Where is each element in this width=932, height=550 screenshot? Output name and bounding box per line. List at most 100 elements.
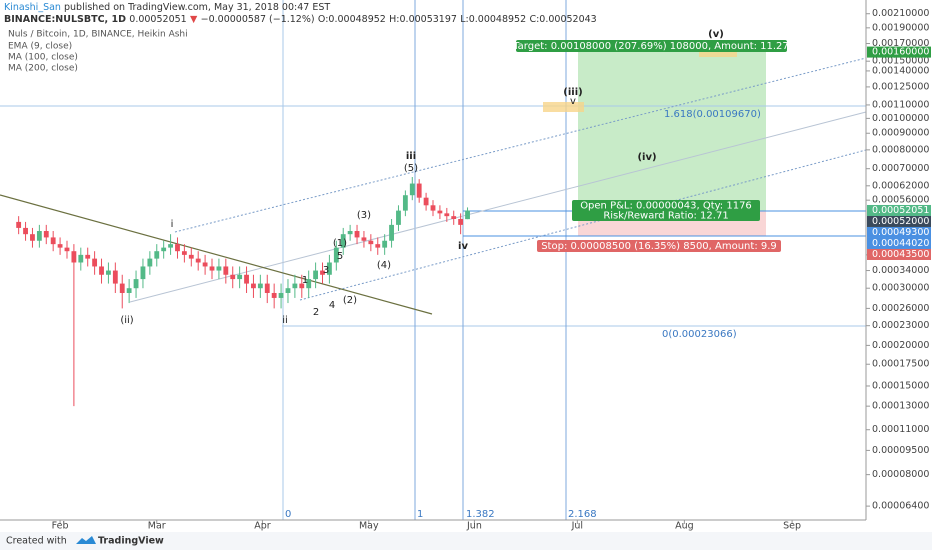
candle-body: [465, 210, 470, 220]
candle-body: [154, 251, 160, 259]
candle-body: [92, 258, 98, 267]
candle-body: [85, 254, 91, 259]
wave-label: (iii): [563, 87, 582, 98]
candle-body: [161, 247, 167, 252]
candle-body: [430, 205, 436, 211]
candle-body: [313, 270, 319, 280]
candle-body: [375, 244, 381, 248]
author[interactable]: Kinashi_San: [4, 2, 61, 13]
candle-body: [209, 266, 215, 271]
candle-body: [340, 234, 346, 248]
wave-label: iii: [406, 151, 416, 162]
price-label-box: [867, 46, 931, 58]
ohlc: L:0.00048952: [460, 14, 526, 25]
time-fib-label: 1.382: [466, 509, 495, 520]
price-label-box: [867, 226, 931, 238]
candle-body: [416, 183, 422, 198]
candle-body: [326, 262, 332, 275]
price-label-box: [867, 215, 931, 227]
footer-text: Created with: [6, 536, 67, 547]
y-tick-label: 0.00210000: [872, 8, 929, 19]
wave-label: (2): [343, 295, 357, 306]
channel-line: [299, 149, 867, 301]
candle-body: [444, 213, 450, 217]
symbol: BINANCE:NULSBTC, 1D: [4, 14, 126, 25]
candle-body: [112, 270, 118, 284]
candle-body: [354, 231, 360, 238]
wave-label: (5): [404, 163, 418, 174]
wave-label: (ii): [120, 315, 133, 326]
plot: [16, 176, 470, 407]
ohlc: O:0.00048952: [318, 14, 386, 25]
candle-body: [320, 270, 325, 275]
wave-label: 2: [313, 307, 319, 318]
price-label: 0.00052000: [872, 216, 929, 227]
candle-body: [133, 279, 139, 289]
svg-text:Kinashi_San published on Tradi: Kinashi_San published on TradingView.com…: [4, 2, 330, 13]
svg-text:BINANCE:NULSBTC, 1D 0.00052051: BINANCE:NULSBTC, 1D 0.00052051 ▼ −0.0000…: [4, 14, 597, 25]
y-tick-label: 0.00070000: [872, 163, 929, 174]
wave-label: 5: [337, 251, 343, 262]
y-tick-label: 0.00170000: [872, 38, 929, 49]
stop-label-box: [537, 240, 781, 252]
footer: Created with TradingView: [0, 532, 932, 550]
pnl-label-box: [572, 200, 760, 221]
wave-label: v: [570, 96, 576, 107]
candle-body: [36, 231, 42, 241]
y-tick-label: 0.00110000: [872, 99, 929, 110]
candle-body: [181, 251, 187, 255]
y-tick-label: 0.00013000: [872, 401, 929, 412]
wave-label: ii: [282, 315, 288, 326]
stop-label: Stop: 0.00008500 (16.35%) 8500, Amount: …: [541, 241, 777, 252]
price: 0.00052051: [129, 14, 186, 25]
x-tick-label: Jun: [466, 521, 482, 532]
candle-body: [396, 210, 401, 225]
overlays: [0, 0, 867, 520]
candle-body: [230, 274, 236, 280]
wave-label: 1: [302, 275, 308, 286]
y-tick-label: 0.00080000: [872, 144, 929, 155]
price-label: 0.00160000: [872, 47, 929, 58]
target-box: [543, 102, 584, 112]
target-label: Target: 0.00108000 (207.69%) 108000, Amo…: [512, 41, 789, 52]
trend-line: [0, 194, 433, 315]
candle-body: [175, 244, 180, 252]
target-label-box: [516, 40, 787, 52]
y-tick-label: 0.00125000: [872, 81, 929, 92]
legend: Nuls / Bitcoin, 1D, BINANCE, Heikin Ashi…: [8, 30, 188, 74]
wave-label: i: [171, 219, 174, 230]
price-label: 0.00044020: [872, 238, 929, 249]
y-tick-label: 0.00140000: [872, 65, 929, 76]
x-tick-label: May: [359, 521, 379, 532]
candle-body: [271, 292, 277, 298]
y-tick-label: 0.00100000: [872, 113, 929, 124]
candle-body: [451, 216, 457, 220]
candle-body: [216, 266, 222, 271]
price-label: 0.00052051: [872, 205, 929, 216]
y-tick-label: 0.00017500: [872, 359, 929, 370]
candle-body: [237, 274, 243, 280]
footer-bar: [0, 532, 932, 550]
rr-label: Risk/Reward Ratio: 12.71: [603, 211, 728, 222]
fib-label: 1.618(0.00109670): [664, 109, 761, 120]
footer-brand[interactable]: TradingView: [98, 536, 164, 547]
change: −0.00000587 (−1.12%): [201, 14, 315, 25]
y-tick-label: 0.00026000: [872, 303, 929, 314]
channel-line: [129, 111, 867, 303]
price-label-box: [867, 237, 931, 249]
candle-body: [16, 221, 22, 228]
y-tick-label: 0.00190000: [872, 22, 929, 33]
candle-body: [278, 292, 284, 298]
candle-body: [202, 262, 208, 267]
wave-label: (4): [377, 260, 391, 271]
ohlc: H:0.00053197: [389, 14, 457, 25]
candle-body: [50, 237, 56, 245]
y-tick-label: 0.00056000: [872, 195, 929, 206]
target-zone: [578, 52, 766, 211]
logo: [76, 536, 96, 544]
price-label-box: [867, 204, 931, 216]
candle-body: [257, 283, 263, 289]
candle-body: [409, 183, 415, 196]
x-tick-label: Aug: [675, 521, 694, 532]
wave-label: iv: [458, 241, 468, 252]
